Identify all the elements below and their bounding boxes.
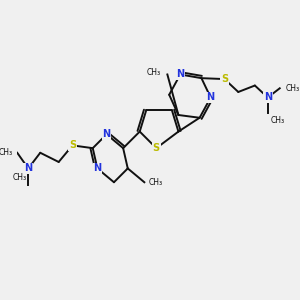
Text: N: N xyxy=(207,92,215,103)
Text: CH₃: CH₃ xyxy=(285,84,299,93)
Text: N: N xyxy=(264,92,272,103)
Text: N: N xyxy=(24,164,32,173)
Text: CH₃: CH₃ xyxy=(147,68,161,77)
Text: CH₃: CH₃ xyxy=(271,116,285,125)
Text: CH₃: CH₃ xyxy=(12,173,26,182)
Text: N: N xyxy=(103,129,111,139)
Text: S: S xyxy=(69,140,76,150)
Text: N: N xyxy=(176,70,184,80)
Text: CH₃: CH₃ xyxy=(149,178,163,187)
Text: S: S xyxy=(153,143,160,153)
Text: N: N xyxy=(93,164,101,173)
Text: S: S xyxy=(221,74,228,84)
Text: CH₃: CH₃ xyxy=(0,148,13,157)
